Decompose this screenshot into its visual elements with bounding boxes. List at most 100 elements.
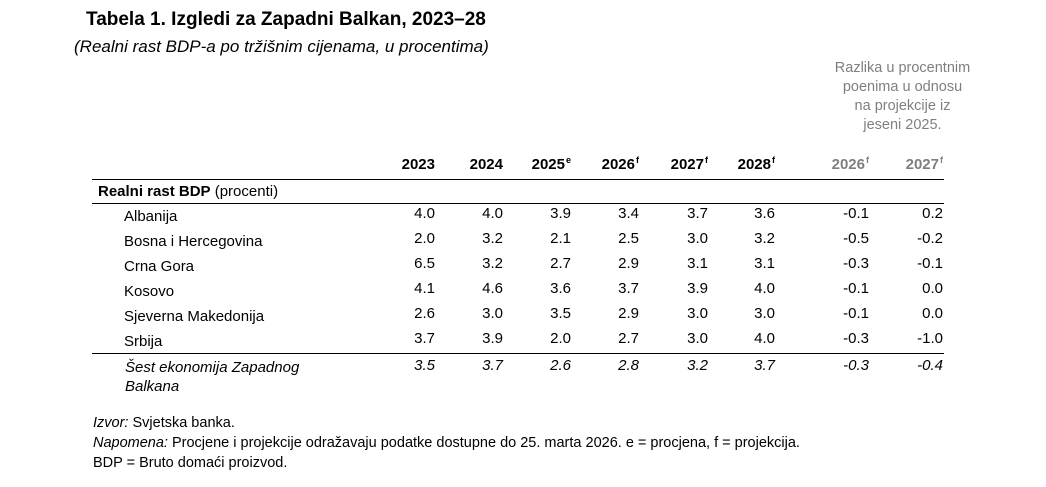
table-cell: 2.8 (618, 357, 639, 374)
column-superscript: f (940, 155, 943, 165)
table-cell: 3.0 (687, 230, 708, 247)
table-cell: -0.4 (917, 357, 943, 374)
table-cell: 2.6 (414, 305, 435, 322)
table-cell: 3.2 (482, 255, 503, 272)
table-cell: 4.0 (754, 330, 775, 347)
table-subtitle: (Realni rast BDP-a po tržišnim cijenama,… (74, 37, 489, 56)
source-label: Izvor: (93, 415, 129, 431)
table-cell: 3.2 (687, 357, 708, 374)
table-cell: 3.2 (754, 230, 775, 247)
table-notes: Izvor: Svjetska banka. Napomena: Procjen… (93, 413, 800, 473)
section-label-rest: (procenti) (210, 183, 279, 200)
table-cell: 4.0 (482, 205, 503, 222)
country-name: Albanija (124, 208, 178, 225)
table-cell: 0.0 (922, 280, 943, 297)
column-year: 2027 (670, 156, 704, 173)
table-cell: -0.3 (843, 330, 869, 347)
table-cell: 3.0 (687, 305, 708, 322)
table-row: Crna Gora 6.5 3.2 2.7 2.9 3.1 3.1 -0.3 -0.1 (92, 253, 944, 278)
country-name: Kosovo (124, 283, 175, 300)
country-name: Šest ekonomija Zapadnog Balkana (125, 359, 300, 395)
table-cell: 2.0 (414, 230, 435, 247)
source-note: Izvor: Svjetska banka. (93, 413, 800, 433)
country-name: Sjeverna Makedonija (124, 308, 265, 325)
table-cell: 4.0 (414, 205, 435, 222)
table-cell: -0.1 (917, 255, 943, 272)
table-cell: 2.7 (618, 330, 639, 347)
column-year: 2026 (601, 156, 635, 173)
table-cell: 6.5 (414, 255, 435, 272)
table-cell: 3.6 (754, 205, 775, 222)
methodology-note: Napomena: Procjene i projekcije odražava… (93, 433, 800, 453)
table-cell: 3.1 (687, 255, 708, 272)
column-superscript: e (565, 155, 571, 165)
column-header: 2027f (906, 155, 943, 173)
section-header: Realni rast BDP (procenti) (92, 181, 944, 204)
table-cell: 3.9 (550, 205, 571, 222)
column-superscript: f (772, 155, 775, 165)
table-cell: 0.2 (922, 205, 943, 222)
table-cell: -0.5 (843, 230, 869, 247)
table-cell: -0.3 (843, 357, 869, 374)
table-row: Kosovo 4.1 4.6 3.6 3.7 3.9 4.0 -0.1 0.0 (92, 278, 944, 303)
table-cell: 3.7 (618, 280, 639, 297)
column-year: 2026 (831, 156, 865, 173)
table-title: Tabela 1. Izgledi za Zapadni Balkan, 202… (86, 9, 486, 30)
table-cell: 4.1 (414, 280, 435, 297)
table-cell: 3.5 (414, 357, 435, 374)
table-cell: -1.0 (917, 330, 943, 347)
table-cell: 4.0 (754, 280, 775, 297)
table-cell: 3.9 (482, 330, 503, 347)
column-header: 2024 (470, 156, 503, 173)
column-header: 2027f (670, 155, 708, 173)
table-cell: 2.1 (550, 230, 571, 247)
column-header: 2025e (531, 155, 571, 173)
column-superscript: f (705, 155, 708, 165)
table-cell: -0.2 (917, 230, 943, 247)
table-row: Bosna i Hercegovina 2.0 3.2 2.1 2.5 3.0 3.2 -0.… (92, 228, 944, 253)
section-label-bold: Realni rast BDP (98, 183, 211, 200)
table-cell: 2.9 (618, 255, 639, 272)
country-name: Bosna i Hercegovina (124, 233, 263, 250)
table-cell: -0.1 (843, 305, 869, 322)
total-row: Šest ekonomija Zapadnog Balkana 3.5 3.7 2.6… (92, 353, 944, 395)
section-label: Realni rast BDP (procenti) (98, 183, 278, 200)
table-cell: 3.7 (687, 205, 708, 222)
table-header-row: 2023 2024 2025e 2026f 2027f 2028f 2026f 2027f (92, 153, 944, 180)
difference-note-line: jeseni 2025. (863, 117, 942, 133)
table-cell: -0.1 (843, 205, 869, 222)
source-text: Svjetska banka. (128, 415, 235, 431)
difference-note-line: Razlika u procentnim (834, 60, 971, 76)
table-cell: 2.7 (550, 255, 571, 272)
country-name: Srbija (124, 333, 163, 350)
table-row: Albanija 4.0 4.0 3.9 3.4 3.7 3.6 -0.1 0.2 (92, 203, 944, 228)
column-year: 2023 (401, 156, 435, 173)
column-superscript: f (866, 155, 869, 165)
column-header: 2026f (831, 155, 869, 173)
country-name: Crna Gora (124, 258, 195, 275)
column-year: 2028 (737, 156, 771, 173)
table-cell: 3.6 (550, 280, 571, 297)
difference-note: Razlika u procentnim poenima u odnosu na… (810, 59, 995, 135)
abbreviation-note: BDP = Bruto domaći proizvod. (93, 455, 288, 471)
note-text: Procjene i projekcije odražavaju podatke… (167, 435, 800, 451)
table-cell: 3.9 (687, 280, 708, 297)
table-cell: 3.2 (482, 230, 503, 247)
table-row: Srbija 3.7 3.9 2.0 2.7 3.0 4.0 -0.3 -1.0 (92, 328, 944, 353)
difference-note-line: na projekcije iz (854, 98, 951, 114)
table-cell: 4.6 (482, 280, 503, 297)
table-cell: 3.0 (687, 330, 708, 347)
column-header: 2028f (737, 155, 775, 173)
table-row: Sjeverna Makedonija 2.6 3.0 3.5 2.9 3.0 3.0 -0.… (92, 303, 944, 328)
table-cell: 3.4 (618, 205, 639, 222)
difference-note-line: poenima u odnosu (842, 79, 963, 95)
table-cell: 2.9 (618, 305, 639, 322)
table-cell: 3.5 (550, 305, 571, 322)
table-cell: 2.6 (550, 357, 571, 374)
column-year: 2025 (531, 156, 565, 173)
table-cell: 0.0 (922, 305, 943, 322)
table-cell: 3.7 (414, 330, 435, 347)
column-header: 2023 (402, 156, 435, 173)
table-cell: 2.5 (618, 230, 639, 247)
table-cell: 3.1 (754, 255, 775, 272)
